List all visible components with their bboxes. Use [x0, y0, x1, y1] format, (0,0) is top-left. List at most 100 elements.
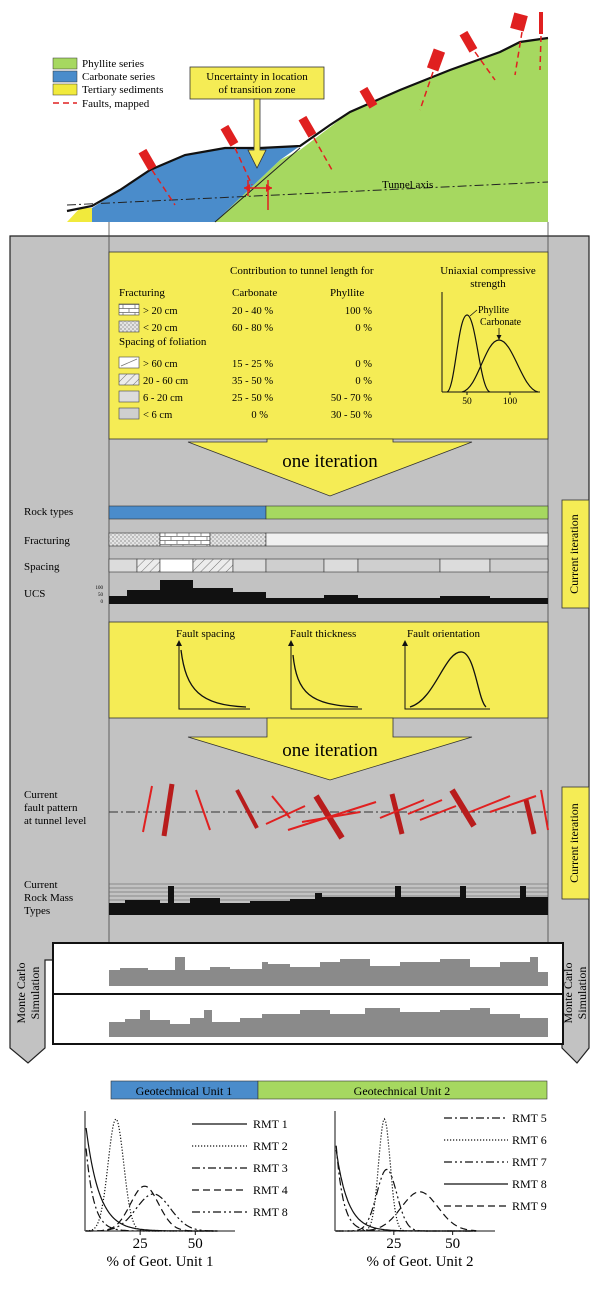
fault-line	[195, 789, 211, 831]
fault-line	[419, 805, 457, 821]
monte-carlo-label-right-1: Monte Carlo	[561, 963, 575, 1024]
callout-line-2: of transition zone	[219, 84, 296, 96]
rmt-curve-2	[336, 1117, 477, 1232]
row-phyllite: 100 %	[345, 306, 372, 317]
rmt-curve-4	[335, 1149, 477, 1232]
fault-spacing-curve	[180, 649, 247, 708]
ucs-tick-label: 100	[96, 586, 104, 591]
fracturing-segment-large	[265, 532, 549, 547]
row-phyllite: 0 %	[355, 359, 372, 370]
fault-trace	[514, 31, 523, 76]
rmt-label-2: Rock Mass	[24, 892, 73, 904]
fault-panel	[108, 621, 549, 719]
ucs-tick-100: 100	[503, 397, 518, 407]
ucs-phyllite-pointer	[469, 309, 478, 317]
legend-label: RMT 3	[253, 1161, 288, 1175]
fault-orientation-curve	[409, 651, 487, 708]
axis-arrow	[288, 640, 294, 646]
axis-arrow	[402, 640, 408, 646]
ucs-title-line-2: strength	[470, 278, 506, 290]
fault-trace	[151, 169, 176, 206]
fault-thickness-axes	[290, 642, 362, 710]
geology-legend: Phyllite series Carbonate series Tertiar…	[52, 57, 163, 110]
spacing-segment	[357, 558, 441, 573]
legend-label: RMT 9	[512, 1199, 547, 1213]
legend-label: RMT 7	[512, 1155, 547, 1169]
fault-line	[469, 795, 511, 813]
legend-label: RMT 1	[253, 1117, 288, 1131]
callout-line-1: Uncertainty in location	[206, 71, 308, 83]
ucs-title-line-1: Uniaxial compressive	[440, 265, 536, 277]
phyllite-series-area	[215, 38, 548, 222]
callout-arrow	[247, 98, 267, 169]
tertiary-swatch	[52, 83, 78, 96]
ucs-phyllite-curve	[446, 314, 491, 393]
geotechnical-units-bar: Geotechnical Unit 1 Geotechnical Unit 2	[110, 1080, 548, 1100]
fracturing-row-label: Fracturing	[24, 535, 70, 547]
rmt-curve-5	[86, 1193, 218, 1232]
frac-swatch-gt20	[118, 303, 140, 316]
geot-unit-2-bar	[257, 1080, 548, 1100]
spacing-swatch-6-20	[118, 390, 140, 403]
spacing-swatch-lt6	[118, 407, 140, 420]
current-iteration-tag-1: Current iteration	[561, 499, 590, 609]
monte-carlo-label-right-2: Simulation	[575, 967, 589, 1020]
legend-label: RMT 8	[512, 1177, 547, 1191]
row-label: > 20 cm	[143, 306, 178, 317]
ucs-tick-label: 0	[101, 600, 104, 605]
legend-label: RMT 2	[253, 1139, 288, 1153]
ucs-phyllite-label: Phyllite	[478, 305, 510, 316]
fault-trace	[234, 147, 253, 186]
callout-box	[189, 66, 325, 100]
fault-spacing-title: Fault spacing	[176, 628, 235, 640]
carbonate-legend-label: Carbonate series	[82, 71, 155, 83]
current-iteration-box	[561, 786, 590, 900]
spacing-segment	[439, 558, 491, 573]
table-panel	[108, 251, 549, 440]
fault-line	[489, 795, 537, 813]
rmt-distribution-chart-unit-1: 25 50 % of Geot. Unit 1 RMT 1 RMT 2 RMT 3 RMT …	[84, 1111, 288, 1270]
legend-label: RMT 6	[512, 1133, 547, 1147]
tunnel-axis-line	[66, 181, 549, 206]
carbonate-column-header: Carbonate	[232, 287, 277, 299]
simulated-faults	[142, 783, 549, 840]
ucs-carbonate-label: Carbonate	[480, 317, 522, 328]
fault-pattern-label-3: at tunnel level	[24, 815, 86, 827]
spacing-segment	[232, 558, 267, 573]
faults-legend-label: Faults, mapped	[82, 98, 150, 110]
terrain-surface-line	[66, 36, 549, 213]
monte-carlo-section: Monte Carlo Simulation Monte Carlo Simul…	[14, 942, 589, 1045]
rmt-curve-3	[85, 1148, 218, 1232]
spacing-segment	[489, 558, 549, 573]
row-label: < 6 cm	[143, 410, 172, 421]
tertiary-sediments-area	[67, 208, 92, 222]
fault-marker	[459, 30, 478, 53]
fault-trace	[474, 51, 496, 81]
current-iteration-label: Current iteration	[567, 803, 581, 883]
rock-type-carbonate-bar	[108, 505, 267, 520]
rmt-curve-3	[336, 1168, 477, 1232]
row-carbonate: 25 - 50 %	[232, 393, 273, 404]
iteration-arrow-shape	[187, 717, 473, 781]
geot-unit-1-label: Geotechnical Unit 1	[136, 1084, 233, 1098]
spacing-of-foliation-title: Spacing of foliation	[119, 336, 207, 348]
iteration-arrow-shape	[187, 438, 473, 497]
rock-parameters-table: Contribution to tunnel length for Fractu…	[108, 251, 549, 440]
fault-trace	[539, 35, 542, 71]
rmt-curve-2	[86, 1118, 218, 1232]
chart-x-tick-label: 50	[188, 1236, 203, 1252]
formation-boundary-line	[214, 147, 301, 223]
chart-x-tick-label: 25	[386, 1236, 401, 1252]
fault-thickness-title: Fault thickness	[290, 628, 356, 640]
monte-carlo-label-left-1: Monte Carlo	[14, 963, 28, 1024]
fault-line-thick	[449, 788, 477, 828]
fault-marker	[510, 12, 528, 32]
row-phyllite: 0 %	[355, 376, 372, 387]
tertiary-legend-label: Tertiary sediments	[82, 84, 163, 96]
fault-trace	[419, 71, 434, 111]
row-carbonate: 0 %	[251, 410, 268, 421]
ucs-tick-label: 50	[98, 593, 104, 598]
chart-x-axis-label: % of Geot. Unit 1	[106, 1254, 213, 1270]
fault-marker	[138, 148, 157, 171]
